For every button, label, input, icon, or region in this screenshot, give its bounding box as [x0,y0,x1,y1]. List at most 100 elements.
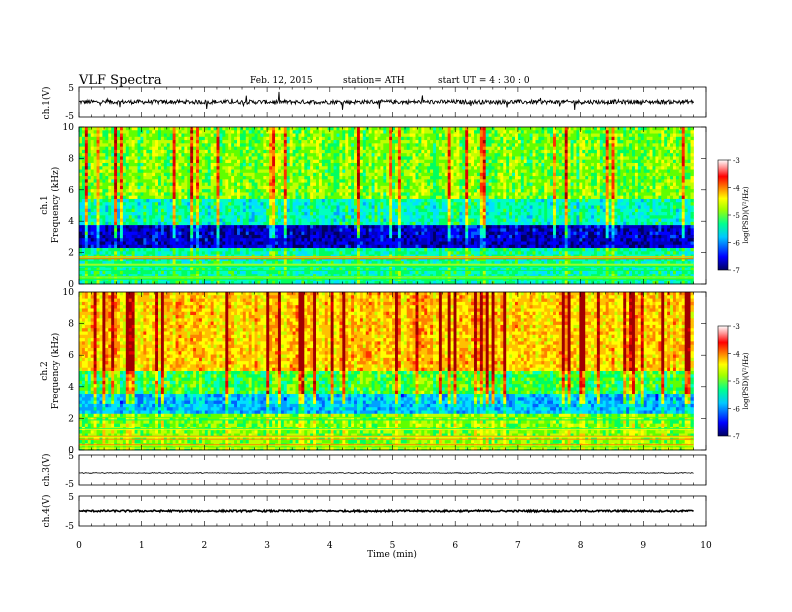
spectrogram-cell [260,156,264,161]
spectrogram-cell [90,153,95,157]
spectrogram-cell [301,140,305,144]
spectrogram-cell [450,179,454,183]
spectrogram-cell [503,149,507,154]
spectrogram-cell [509,179,513,183]
spectrogram-cell [406,198,411,203]
spectrogram-cell [433,153,437,157]
spectrogram-cell [447,198,452,203]
spectrogram-cell [444,143,449,148]
spectrogram-cell [649,189,653,193]
spectrogram-cell [535,198,539,203]
spectrogram-cell [611,166,615,170]
spectrogram-cell [181,153,185,157]
spectrogram-cell [96,136,100,141]
spectrogram-cell [149,192,153,197]
spectrogram-cell [251,149,255,154]
spectrogram-cell [649,143,653,148]
spectrogram-cell [377,136,381,141]
spectrogram-cell [272,172,276,177]
spectrogram-cell [87,140,92,144]
spectrogram-cell [307,140,311,144]
spectrogram-cell [678,130,683,134]
spectrogram-cell [371,179,375,183]
spectrogram-cell [608,162,612,167]
spectrogram-cell [231,172,235,177]
spectrogram-cell [339,169,343,174]
spectrogram-cell [99,143,103,148]
spectrogram-cell [526,179,531,183]
spectrogram-cell [216,140,220,144]
spectrogram-cell [222,140,226,144]
spectrogram-cell [476,166,481,170]
ch1-waveform-panel: 5 -5 ch.1(V) [41,84,707,122]
spectrogram-cell [605,172,610,177]
spectrogram-cell [491,182,495,187]
spectrogram-cell [514,127,519,131]
spectrogram-cell [237,195,241,200]
spectrogram-cell [620,149,624,154]
spectrogram-cell [228,140,232,144]
spectrogram-cell [234,179,238,183]
spectrogram-cell [675,172,680,177]
spectrogram-cell [248,192,253,197]
spectrogram-cell [210,149,214,154]
spectrogram-cell [567,136,571,141]
spectrogram-cell [248,156,253,161]
spectrogram-cell [345,159,349,164]
spectrogram-cell [125,136,130,141]
spectrogram-cell [169,143,174,148]
spectrogram-cell [684,195,689,200]
spectrogram-cell [181,162,185,167]
spectrogram-cell [555,136,560,141]
spectrogram-cell [406,133,411,138]
spectrogram-cell [541,143,545,148]
spectrogram-cell [614,172,618,177]
spectrogram-cell [210,198,214,203]
spectrogram-cell [181,172,185,177]
spectrogram-cell [430,169,434,174]
spectrogram-cell [362,130,367,134]
spectrogram-cell [225,127,229,131]
spectrogram-cell [219,195,223,200]
spectrogram-cell [614,130,618,134]
spectrogram-cell [193,133,197,138]
spectrogram-cell [330,153,334,157]
spectrogram-cell [146,166,150,170]
spectrogram-cell [491,189,495,193]
spectrogram-cell [617,176,621,180]
spectrogram-cell [313,189,317,193]
spectrogram-cell [438,166,443,170]
spectrogram-cell [254,153,258,157]
spectrogram-cell [675,130,680,134]
spectrogram-cell [591,172,595,177]
spectrogram-cell [529,143,533,148]
spectrogram-cell [263,140,267,144]
ch1-waveform-trace [78,91,694,110]
spectrogram-cell [313,179,317,183]
spectrogram-cell [175,156,179,161]
spectrogram-cell [105,149,109,154]
spectrogram-cell [122,166,127,170]
spectrogram-cell [201,198,206,203]
spectrogram-cell [567,146,571,151]
spectrogram-cell [146,162,150,167]
spectrogram-cell [108,130,112,134]
spectrogram-cell [582,153,586,157]
spectrogram-cell [602,176,607,180]
spectrogram-cell [538,127,542,131]
spectrogram-cell [386,192,390,197]
spectrogram-cell [667,182,671,187]
spectrogram-cell [661,140,665,144]
spectrogram-cell [570,189,574,193]
spectrogram-cell [640,136,645,141]
spectrogram-cell [342,189,346,193]
spectrogram-cell [611,176,615,180]
spectrogram-cell [675,169,680,174]
spectrogram-cell [239,143,244,148]
spectrogram-cell [166,146,171,151]
spectrogram-cell [652,153,656,157]
spectrogram-cell [277,195,282,200]
spectrogram-cell [526,162,531,167]
spectrogram-cell [251,169,255,174]
spectrogram-cell [149,153,153,157]
